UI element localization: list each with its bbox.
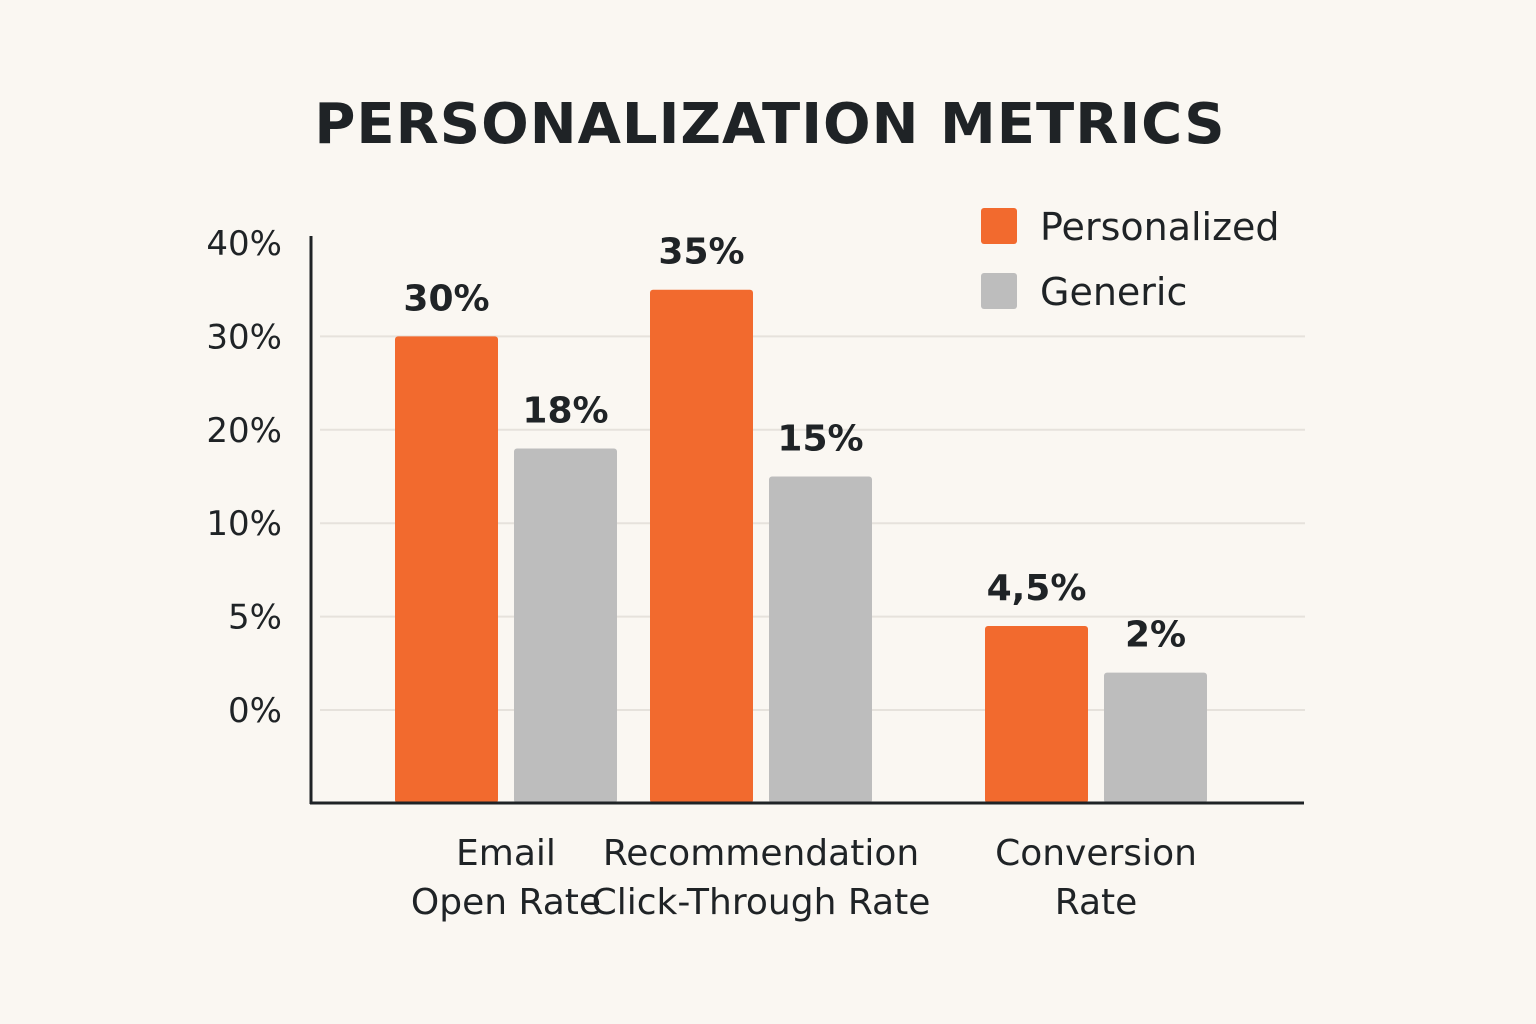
y-tick-label: 10% bbox=[206, 504, 282, 544]
data-label: 30% bbox=[403, 278, 489, 319]
bars bbox=[395, 289, 1207, 803]
legend-swatch-personalized bbox=[981, 208, 1017, 244]
x-category-label: Recommendation bbox=[603, 833, 919, 874]
data-label: 18% bbox=[522, 390, 608, 431]
legend-label-generic: Generic bbox=[1040, 270, 1187, 314]
legend-label-personalized: Personalized bbox=[1040, 205, 1280, 249]
x-category-label: Conversion bbox=[995, 833, 1197, 874]
x-category-label: Click-Through Rate bbox=[592, 882, 931, 923]
y-tick-label: 20% bbox=[206, 411, 282, 451]
data-label: 4,5% bbox=[987, 568, 1087, 609]
bar-personalized-1 bbox=[650, 289, 753, 803]
bar-generic-2 bbox=[1104, 672, 1207, 803]
y-tick-label: 0% bbox=[228, 691, 282, 731]
x-category-label: Email bbox=[456, 833, 556, 874]
data-label: 2% bbox=[1125, 615, 1186, 656]
bar-generic-0 bbox=[514, 448, 617, 803]
y-tick-label: 40% bbox=[206, 224, 282, 264]
data-label: 15% bbox=[777, 419, 863, 460]
chart-title: PERSONALIZATION METRICS bbox=[314, 92, 1225, 157]
y-tick-label: 5% bbox=[228, 598, 282, 638]
x-category-label: Open Rate bbox=[411, 882, 601, 923]
y-axis-ticks: 0% 5% 10% 20% 30% 40% bbox=[206, 224, 282, 731]
bar-generic-1 bbox=[769, 476, 872, 803]
x-category-label: Rate bbox=[1055, 882, 1138, 923]
legend: Personalized Generic bbox=[981, 205, 1280, 314]
bar-personalized-2 bbox=[985, 625, 1088, 803]
data-labels: 30% 35% 4,5% 18% 15% 2% bbox=[403, 232, 1186, 656]
data-label: 35% bbox=[658, 232, 744, 273]
bar-personalized-0 bbox=[395, 336, 498, 803]
y-tick-label: 30% bbox=[206, 317, 282, 357]
legend-swatch-generic bbox=[981, 273, 1017, 309]
